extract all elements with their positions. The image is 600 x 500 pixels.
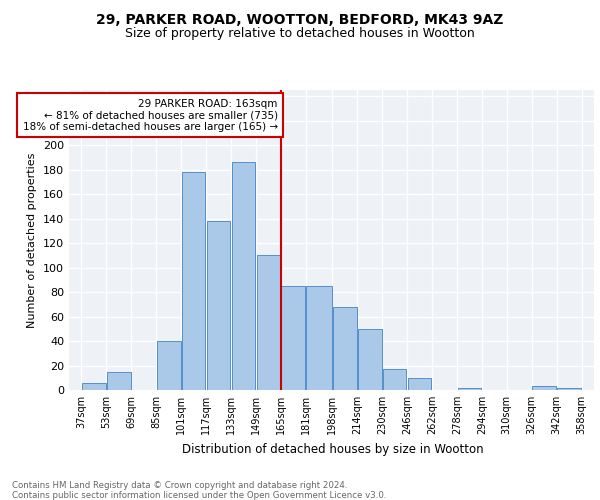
Text: 29, PARKER ROAD, WOOTTON, BEDFORD, MK43 9AZ: 29, PARKER ROAD, WOOTTON, BEDFORD, MK43 … [97,12,503,26]
Bar [557,388,581,390]
Bar [281,286,305,390]
Bar [182,172,205,390]
Bar [232,162,256,390]
Text: Size of property relative to detached houses in Wootton: Size of property relative to detached ho… [125,28,475,40]
Bar [257,256,280,390]
Bar [82,382,106,390]
Bar [307,286,332,390]
Bar [532,386,556,390]
Bar [333,306,356,390]
Text: Contains HM Land Registry data © Crown copyright and database right 2024.
Contai: Contains HM Land Registry data © Crown c… [12,480,386,500]
Bar [458,388,481,390]
Y-axis label: Number of detached properties: Number of detached properties [28,152,37,328]
Bar [358,329,382,390]
Bar [107,372,131,390]
Bar [207,221,230,390]
Bar [407,378,431,390]
Text: Distribution of detached houses by size in Wootton: Distribution of detached houses by size … [182,442,484,456]
Bar [383,369,406,390]
Text: 29 PARKER ROAD: 163sqm
← 81% of detached houses are smaller (735)
18% of semi-de: 29 PARKER ROAD: 163sqm ← 81% of detached… [23,98,278,132]
Bar [157,341,181,390]
